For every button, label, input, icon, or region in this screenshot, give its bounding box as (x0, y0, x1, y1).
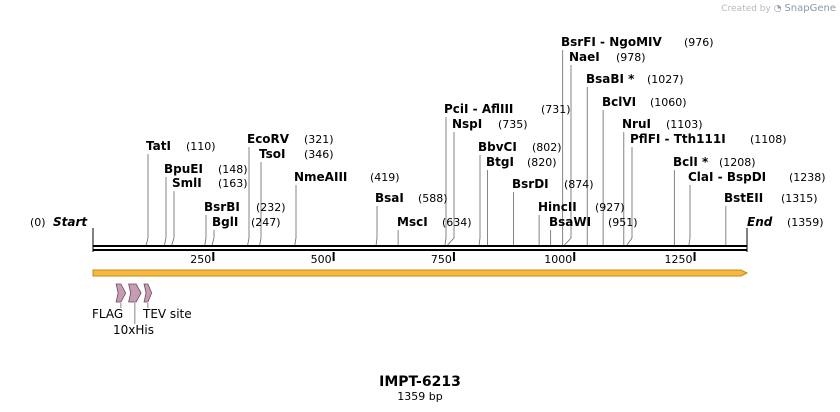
enzyme-name[interactable]: BsrBI (204, 200, 240, 214)
enzyme-position: (1103) (666, 118, 703, 131)
orf-arrow[interactable] (92, 269, 749, 277)
enzyme-name[interactable]: SmlI (172, 176, 202, 190)
ruler-tick-label: 750 (431, 253, 452, 266)
enzyme-name[interactable]: EcoRV (247, 132, 290, 146)
enzyme-name[interactable]: BclI * (673, 155, 709, 169)
enzyme-position: (820) (527, 156, 557, 169)
feature-track: FLAG 10xHis TEV site (92, 283, 192, 337)
enzyme-name[interactable]: MscI (397, 215, 428, 229)
cut-site-line (171, 191, 175, 247)
enzyme-name[interactable]: TsoI (259, 147, 285, 161)
cut-site-line (145, 154, 149, 247)
enzyme-position: (110) (186, 140, 216, 153)
enzyme-position: (1208) (719, 156, 756, 169)
enzyme-position: (976) (684, 36, 714, 49)
feature-label: 10xHis (113, 323, 154, 337)
cut-site-lines (145, 50, 727, 247)
cut-site-line (204, 215, 207, 247)
cut-site-line (444, 117, 447, 247)
start-position: (0) (30, 216, 46, 229)
cut-site-line (163, 177, 167, 247)
sequence-length: 1359 bp (397, 390, 442, 403)
enzyme-position: (247) (251, 216, 281, 229)
enzyme-position: (163) (218, 177, 248, 190)
enzyme-position: (1238) (789, 171, 826, 184)
cut-site-line (625, 147, 633, 247)
feature-label: TEV site (142, 307, 192, 321)
end-position: (1359) (787, 216, 824, 229)
cut-site-line (375, 206, 378, 247)
ruler-tick-label: 1250 (665, 253, 693, 266)
enzyme-position: (321) (304, 133, 334, 146)
enzyme-name[interactable]: BsaI (375, 191, 404, 205)
enzyme-name[interactable]: HincII (538, 200, 577, 214)
snapgene-logo-icon: ◔ (773, 4, 782, 14)
ruler-tick-label: 250 (190, 253, 211, 266)
enzyme-name[interactable]: BsrDI (512, 177, 549, 191)
enzyme-position: (735) (498, 118, 528, 131)
enzyme-name[interactable]: BsaBI * (586, 72, 635, 86)
ruler-tick-label: 500 (311, 253, 332, 266)
enzyme-name[interactable]: TatI (146, 139, 171, 153)
enzyme-position: (802) (532, 141, 562, 154)
enzyme-position: (951) (608, 216, 638, 229)
enzyme-position: (588) (418, 192, 448, 205)
cut-site-line (294, 185, 297, 247)
enzyme-position: (1060) (650, 96, 687, 109)
feature-arrow[interactable] (128, 283, 142, 303)
watermark-prefix: Created by (721, 4, 771, 14)
enzyme-name[interactable]: BsrFI - NgoMIV (561, 35, 662, 49)
enzyme-position: (634) (442, 216, 472, 229)
feature-arrow[interactable] (143, 283, 153, 303)
start-label: Start (53, 215, 88, 229)
enzyme-position: (232) (256, 201, 286, 214)
enzyme-name[interactable]: BstEII (724, 191, 763, 205)
cut-site-line (247, 147, 250, 247)
ruler-tick-label: 1000 (544, 253, 572, 266)
enzyme-position: (1108) (750, 133, 787, 146)
enzyme-name[interactable]: NaeI (569, 50, 600, 64)
enzyme-position: (1315) (781, 192, 818, 205)
cut-site-line (211, 230, 215, 247)
cut-site-line (259, 162, 262, 247)
cut-site-line (688, 185, 691, 247)
dna-backbone (92, 228, 748, 252)
cut-site-line (478, 155, 481, 247)
watermark-brand: SnapGene (784, 3, 836, 14)
enzyme-name[interactable]: PciI - AflIII (444, 102, 513, 116)
enzyme-position: (731) (541, 103, 571, 116)
enzyme-name[interactable]: BbvCI (478, 140, 517, 154)
sequence-title: IMPT-6213 (379, 374, 461, 390)
feature-label: FLAG (92, 307, 123, 321)
enzyme-name[interactable]: ClaI - BspDI (688, 170, 766, 184)
enzyme-name[interactable]: BglI (212, 215, 238, 229)
enzyme-name[interactable]: NruI (622, 117, 651, 131)
enzyme-position: (874) (564, 178, 594, 191)
enzyme-position: (419) (370, 171, 400, 184)
enzyme-position: (346) (304, 148, 334, 161)
enzyme-name[interactable]: BsaWI (549, 215, 591, 229)
cut-site-line (446, 132, 455, 247)
enzyme-position: (1027) (647, 73, 684, 86)
enzyme-name[interactable]: BpuEI (164, 162, 203, 176)
enzyme-name[interactable]: NmeAIII (294, 170, 347, 184)
enzyme-position: (148) (218, 163, 248, 176)
cut-site-line (563, 65, 572, 247)
snapgene-watermark: Created by ◔ SnapGene (721, 3, 836, 14)
orf-bar[interactable] (92, 269, 749, 277)
enzyme-position: (978) (616, 51, 646, 64)
enzyme-name[interactable]: BtgI (486, 155, 514, 169)
feature-arrow[interactable] (115, 283, 127, 303)
end-label: End (747, 215, 773, 229)
enzyme-name[interactable]: PflFI - Tth111I (630, 132, 726, 146)
enzyme-position: (927) (595, 201, 625, 214)
enzyme-name[interactable]: NspI (452, 117, 482, 131)
enzyme-name[interactable]: BclVI (602, 95, 636, 109)
ruler: 250 500 750 1000 1250 (190, 252, 696, 266)
sequence-ends: (0) Start End (1359) (30, 215, 824, 229)
enzyme-labels: TatI (110) BpuEI (148) SmlI (163) BsrBI (232) Bg… (146, 35, 826, 229)
